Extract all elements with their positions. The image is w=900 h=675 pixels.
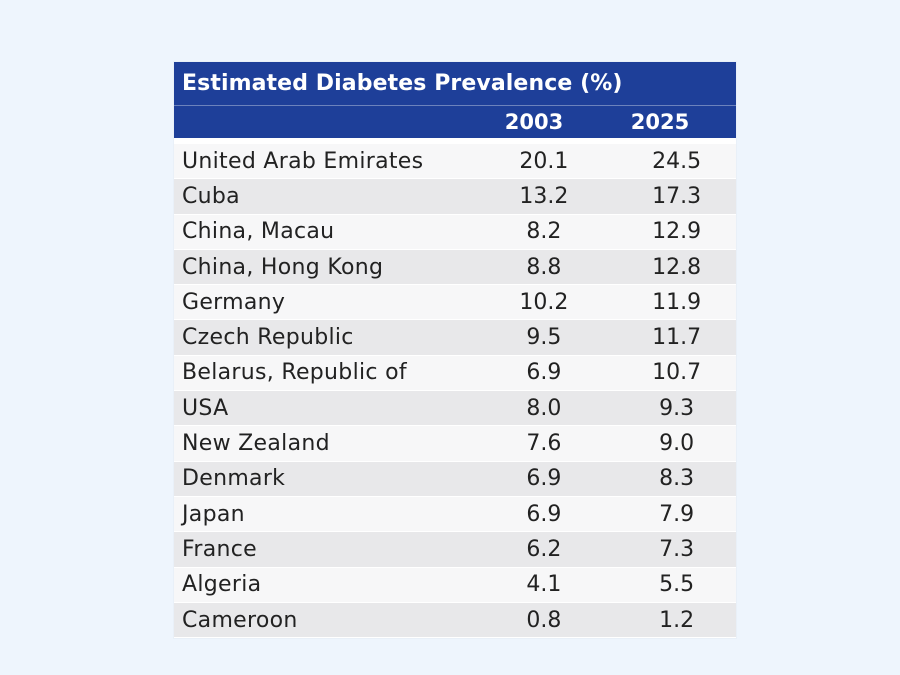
value-2003-cell: 10.2	[519, 289, 569, 315]
country-cell: Belarus, Republic of	[182, 360, 407, 386]
value-2025-cell: 11.9	[652, 289, 702, 315]
table-row: Japan 6.9 7.9	[174, 496, 736, 533]
value-2025-cell: 7.3	[659, 536, 695, 562]
table-row: Czech Republic 9.5 11.7	[174, 320, 736, 356]
column-header-2025: 2025	[630, 110, 690, 134]
value-2003-cell: 8.0	[526, 395, 562, 421]
country-cell: Cameroon	[182, 607, 298, 633]
table-header: Estimated Diabetes Prevalence (%) 2003 2…	[174, 62, 736, 138]
table-row: Cameroon 0.8 1.2	[174, 602, 736, 639]
table-row: China, Hong Kong 8.8 12.8	[174, 249, 736, 286]
value-2025-cell: 9.3	[659, 395, 695, 421]
table-row: France 6.2 7.3	[174, 532, 736, 568]
value-2003-cell: 9.5	[526, 325, 562, 351]
country-cell: Japan	[182, 501, 245, 527]
country-cell: Algeria	[182, 572, 262, 598]
value-2025-cell: 24.5	[652, 148, 702, 174]
table-row: Algeria 4.1 5.5	[174, 567, 736, 603]
value-2025-cell: 7.9	[659, 501, 695, 527]
value-2025-cell: 12.9	[652, 219, 702, 245]
value-2025-cell: 10.7	[652, 360, 702, 386]
value-2003-cell: 13.2	[519, 183, 569, 209]
value-2025-cell: 1.2	[659, 607, 695, 633]
table-row: China, Macau 8.2 12.9	[174, 214, 736, 250]
value-2003-cell: 6.9	[526, 360, 562, 386]
table-row: Denmark 6.9 8.3	[174, 461, 736, 497]
column-header-2003: 2003	[504, 110, 564, 134]
country-cell: Denmark	[182, 466, 286, 492]
country-cell: USA	[182, 395, 229, 421]
value-2003-cell: 6.9	[526, 501, 562, 527]
table-row: USA 8.0 9.3	[174, 391, 736, 427]
country-cell: United Arab Emirates	[182, 148, 424, 174]
table-row: Germany 10.2 11.9	[174, 285, 736, 321]
country-cell: China, Macau	[182, 219, 335, 245]
diabetes-prevalence-table: Estimated Diabetes Prevalence (%) 2003 2…	[174, 62, 736, 639]
country-cell: Germany	[182, 289, 286, 315]
value-2025-cell: 8.3	[659, 466, 695, 492]
table-title: Estimated Diabetes Prevalence (%)	[182, 71, 623, 96]
value-2003-cell: 20.1	[519, 148, 569, 174]
value-2025-cell: 11.7	[652, 325, 702, 351]
value-2003-cell: 4.1	[526, 572, 562, 598]
value-2025-cell: 5.5	[659, 572, 695, 598]
value-2025-cell: 17.3	[652, 183, 702, 209]
table-row: Cuba 13.2 17.3	[174, 179, 736, 215]
country-cell: China, Hong Kong	[182, 254, 384, 280]
table-row: New Zealand 7.6 9.0	[174, 426, 736, 462]
country-cell: Cuba	[182, 183, 240, 209]
value-2025-cell: 12.8	[652, 254, 702, 280]
value-2003-cell: 8.8	[526, 254, 562, 280]
value-2003-cell: 8.2	[526, 219, 562, 245]
table-row: Belarus, Republic of 6.9 10.7	[174, 355, 736, 392]
value-2003-cell: 0.8	[526, 607, 562, 633]
value-2003-cell: 6.9	[526, 466, 562, 492]
country-cell: France	[182, 536, 257, 562]
value-2003-cell: 6.2	[526, 536, 562, 562]
value-2025-cell: 9.0	[659, 431, 695, 457]
country-cell: Czech Republic	[182, 325, 354, 351]
country-cell: New Zealand	[182, 431, 330, 457]
table-row: United Arab Emirates 20.1 24.5	[174, 144, 736, 180]
table-body: United Arab Emirates 20.1 24.5 Cuba 13.2 17.3…	[174, 144, 736, 639]
column-header-row: 2003 2025	[174, 105, 736, 138]
value-2003-cell: 7.6	[526, 431, 562, 457]
